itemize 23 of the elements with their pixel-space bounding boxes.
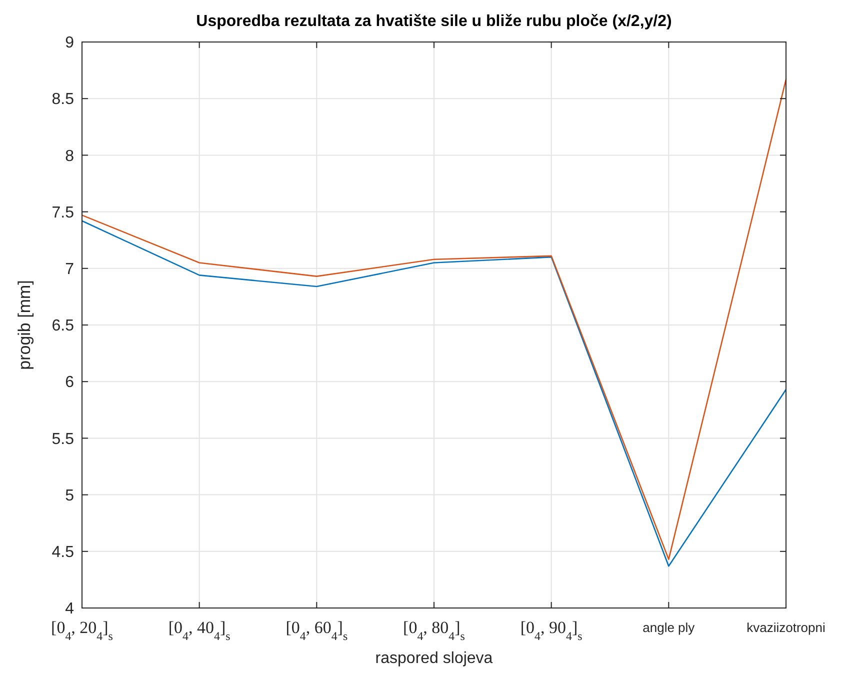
y-tick-label: 8.5	[52, 91, 74, 108]
x-tick-label: [0$_{4}$, 80$_{4}$]$_{s}$	[403, 618, 466, 643]
x-tick-label: [0$_{4}$, 60$_{4}$]$_{s}$	[286, 618, 348, 643]
y-tick-label: 7.5	[52, 204, 74, 222]
x-tick-label: [0$_{4}$, 90$_{4}$]$_{s}$	[520, 618, 583, 643]
y-tick-label: 9	[65, 34, 74, 52]
x-tick-label: kvaziizotropni	[746, 620, 826, 635]
chart-title: Usporedba rezultata za hvatište sile u bliže rubu ploče (x/2,y/2)	[196, 13, 672, 30]
x-tick-label: angle ply	[642, 620, 696, 635]
y-tick-label: 7	[65, 261, 74, 278]
x-axis-title: raspored slojeva	[375, 650, 493, 667]
y-tick-label: 8	[65, 148, 74, 165]
x-tick-label: [0$_{4}$, 40$_{4}$]$_{s}$	[168, 618, 231, 643]
y-tick-label: 6.5	[52, 318, 74, 335]
y-tick-label: 5.5	[52, 430, 74, 448]
x-tick-label: [0$_{4}$, 20$_{4}$]$_{s}$	[51, 618, 114, 643]
y-axis-title: progib [mm]	[15, 280, 34, 370]
y-tick-label: 6	[65, 374, 74, 392]
y-tick-label: 5	[65, 487, 74, 504]
y-tick-label: 4.5	[52, 544, 74, 561]
y-tick-label: 4	[65, 600, 74, 618]
line-series	[81, 220, 787, 567]
line-series	[81, 78, 787, 560]
